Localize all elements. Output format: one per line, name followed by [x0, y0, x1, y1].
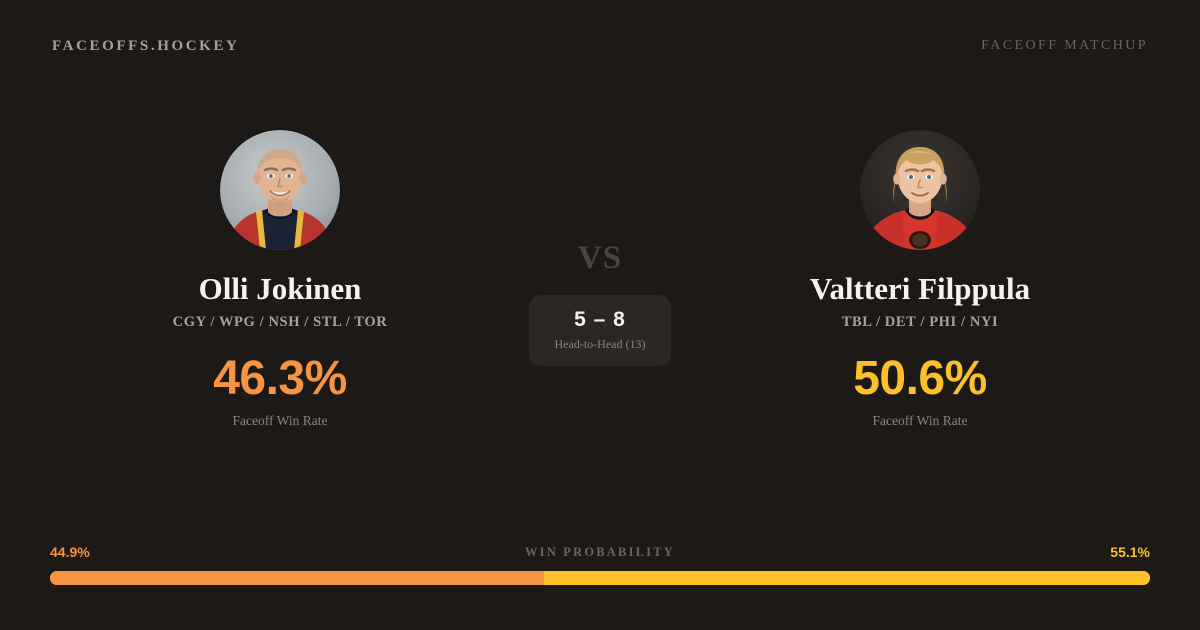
head-to-head-score: 5 – 8: [574, 308, 626, 331]
win-probability-left-value: 44.9%: [50, 544, 90, 560]
versus-column: VS 5 – 8 Head-to-Head (13): [500, 130, 700, 366]
page-header: FACEOFFS.HOCKEY FACEOFF MATCHUP: [0, 0, 1200, 92]
win-probability-labels: 44.9% WIN PROBABILITY 55.1%: [50, 544, 1150, 560]
win-probability-title: WIN PROBABILITY: [524, 544, 676, 559]
player-card-left[interactable]: Olli Jokinen CGY / WPG / NSH / STL / TOR…: [60, 130, 500, 429]
site-brand: FACEOFFS.HOCKEY: [52, 37, 240, 54]
head-to-head-badge: 5 – 8 Head-to-Head (13): [528, 295, 672, 366]
faceoff-win-rate-value: 50.6%: [853, 352, 987, 406]
faceoff-win-rate-value: 46.3%: [213, 352, 347, 406]
player-name: Valtteri Filppula: [809, 271, 1031, 306]
win-probability-bar-right-fill: [543, 571, 1150, 585]
player-name: Olli Jokinen: [198, 271, 362, 306]
avatar: [860, 130, 980, 250]
player-teams: TBL / DET / PHI / NYI: [841, 314, 999, 331]
head-to-head-label: Head-to-Head (13): [554, 337, 646, 351]
faceoff-win-rate-label: Faceoff Win Rate: [232, 413, 328, 429]
page-kicker: FACEOFF MATCHUP: [981, 38, 1148, 53]
avatar: [220, 130, 340, 250]
win-probability-bar[interactable]: [50, 571, 1150, 585]
faceoff-win-rate-label: Faceoff Win Rate: [872, 413, 968, 429]
versus-label: VS: [577, 240, 623, 276]
win-probability-right-value: 55.1%: [1110, 544, 1150, 560]
matchup-stage: Olli Jokinen CGY / WPG / NSH / STL / TOR…: [0, 130, 1200, 490]
player-card-right[interactable]: Valtteri Filppula TBL / DET / PHI / NYI …: [700, 130, 1140, 429]
win-probability-section: 44.9% WIN PROBABILITY 55.1%: [50, 544, 1150, 585]
player-teams: CGY / WPG / NSH / STL / TOR: [172, 314, 388, 331]
win-probability-bar-left-fill: [50, 571, 544, 585]
